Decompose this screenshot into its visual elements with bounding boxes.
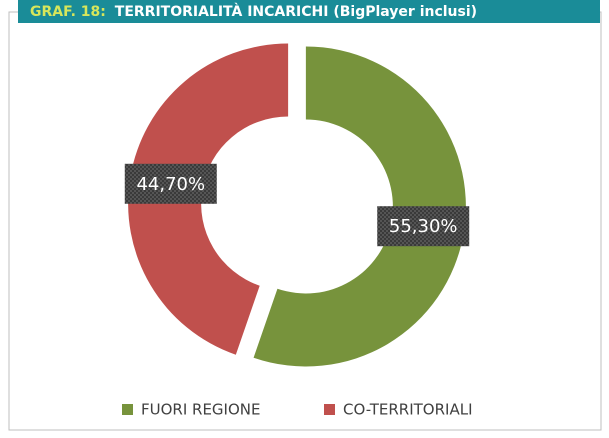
data-label-text: 55,30%: [389, 216, 458, 237]
header-band: [18, 0, 600, 23]
data-label: 44,70%: [124, 163, 217, 204]
title-text: TERRITORIALITÀ INCARICHI (BigPlayer incl…: [115, 3, 477, 20]
chart-title: GRAF. 18: TERRITORIALITÀ INCARICHI (BigP…: [30, 3, 477, 20]
legend-marker: [122, 404, 133, 415]
data-label-box: [124, 163, 217, 204]
legend-label: CO-TERRITORIALI: [343, 401, 473, 419]
title-label: GRAF. 18:: [30, 4, 106, 20]
donut-segment: [128, 43, 289, 355]
data-label: 55,30%: [377, 206, 470, 247]
legend-marker: [324, 404, 335, 415]
data-label-text: 44,70%: [136, 174, 205, 195]
data-label-box: [377, 206, 470, 247]
donut-segment: [253, 46, 466, 367]
legend-label: FUORI REGIONE: [141, 401, 260, 419]
frame: [8, 11, 602, 431]
